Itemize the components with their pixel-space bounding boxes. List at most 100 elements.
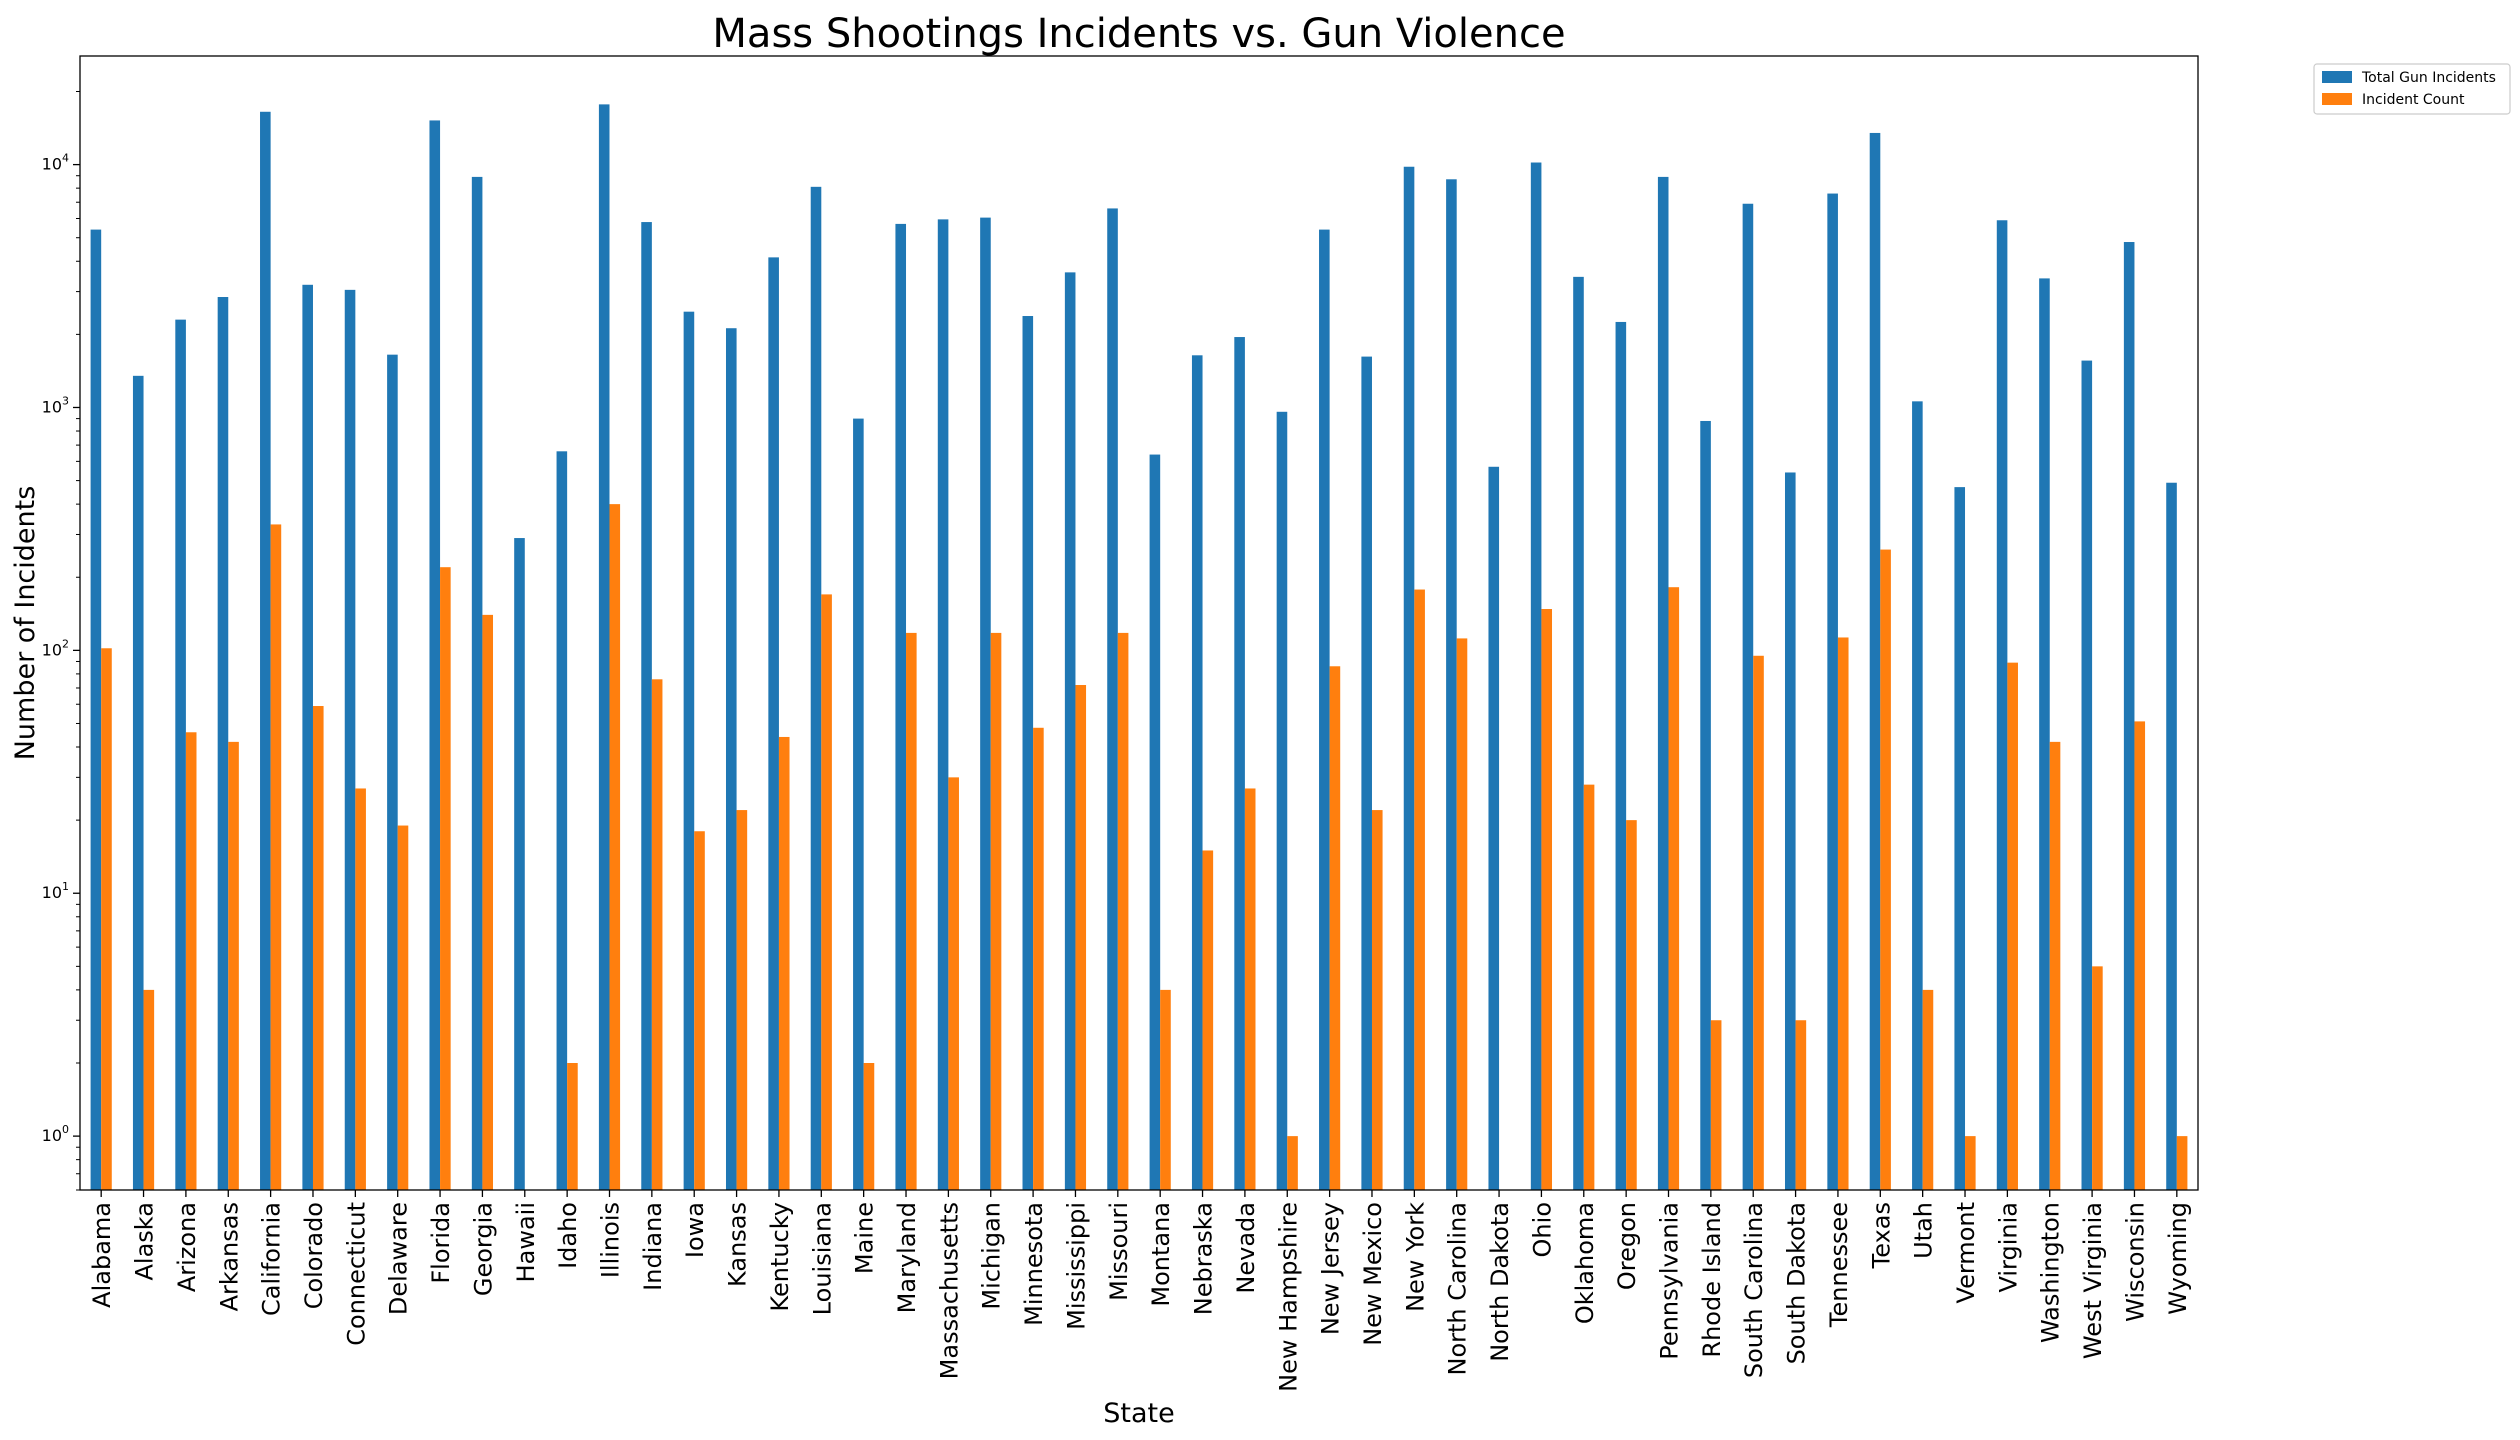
bar-incident-count-georgia	[482, 614, 494, 1190]
bar-incident-count-idaho	[567, 1063, 578, 1190]
x-tick-label-mississippi: Mississippi	[1062, 1202, 1090, 1330]
bar-incident-count-oklahoma	[1583, 784, 1595, 1190]
bar-incident-count-nebraska	[1202, 850, 1214, 1190]
bar-total-gun-incidents-ohio	[1530, 162, 1542, 1190]
x-tick-label-alaska: Alaska	[131, 1202, 159, 1280]
bar-incident-count-colorado	[312, 706, 324, 1190]
x-axis: Alabama Alaska Arizona Arkansas California Co…	[88, 1190, 2192, 1392]
bar-incident-count-delaware	[397, 825, 409, 1190]
legend-label-total-gun-incidents: Total Gun Incidents	[2361, 70, 2496, 86]
bar-total-gun-incidents-south-dakota	[1784, 472, 1796, 1191]
x-tick-label-new-mexico: New Mexico	[1359, 1202, 1387, 1346]
bar-incident-count-minnesota	[1033, 727, 1044, 1190]
bar-incident-count-new-hampshire	[1287, 1136, 1298, 1190]
bar-total-gun-incidents-virginia	[1996, 220, 2008, 1190]
bar-total-gun-incidents-mississippi	[1064, 272, 1076, 1190]
bars-incident-count	[101, 504, 2188, 1190]
bar-total-gun-incidents-new-hampshire	[1276, 411, 1288, 1190]
bar-incident-count-connecticut	[355, 788, 366, 1190]
x-tick-label-north-dakota: North Dakota	[1486, 1202, 1514, 1362]
bar-total-gun-incidents-maine	[853, 418, 864, 1191]
bar-incident-count-tennessee	[1837, 637, 1849, 1190]
x-tick-label-florida: Florida	[427, 1202, 455, 1284]
bar-incident-count-arkansas	[228, 741, 239, 1190]
bar-incident-count-kansas	[736, 810, 748, 1190]
bar-total-gun-incidents-wisconsin	[2123, 242, 2135, 1190]
x-tick-label-kansas: Kansas	[724, 1202, 752, 1287]
bar-total-gun-incidents-idaho	[556, 451, 568, 1190]
bar-incident-count-nevada	[1244, 788, 1256, 1190]
bar-total-gun-incidents-georgia	[471, 176, 483, 1190]
bar-total-gun-incidents-north-dakota	[1488, 466, 1500, 1190]
x-tick-label-vermont: Vermont	[1952, 1202, 1980, 1303]
x-tick-label-colorado: Colorado	[300, 1202, 328, 1309]
bar-incident-count-maine	[863, 1063, 875, 1190]
bar-total-gun-incidents-alaska	[132, 375, 144, 1191]
x-tick-label-georgia: Georgia	[469, 1202, 497, 1296]
bar-incident-count-west-virginia	[2092, 966, 2103, 1190]
legend-swatch-incident-count	[2322, 93, 2352, 105]
bar-total-gun-incidents-vermont	[1954, 487, 1966, 1190]
bar-total-gun-incidents-pennsylvania	[1657, 176, 1669, 1190]
bar-incident-count-alaska	[143, 989, 155, 1190]
bar-total-gun-incidents-kentucky	[768, 257, 779, 1190]
bar-incident-count-ohio	[1541, 609, 1553, 1190]
bar-incident-count-virginia	[2007, 662, 2018, 1190]
bar-total-gun-incidents-arizona	[175, 319, 186, 1190]
bar-total-gun-incidents-new-jersey	[1319, 229, 1330, 1191]
x-tick-label-maryland: Maryland	[893, 1202, 921, 1313]
bar-incident-count-maryland	[906, 632, 917, 1190]
x-tick-label-virginia: Virginia	[1994, 1202, 2022, 1293]
legend-label-incident-count: Incident Count	[2362, 92, 2465, 108]
x-tick-label-maine: Maine	[851, 1202, 879, 1274]
bar-incident-count-new-mexico	[1371, 810, 1383, 1190]
x-tick-label-wisconsin: Wisconsin	[2121, 1202, 2149, 1322]
bar-incident-count-louisiana	[821, 594, 832, 1190]
bar-total-gun-incidents-west-virginia	[2081, 360, 2093, 1191]
bar-incident-count-indiana	[651, 679, 663, 1190]
bar-total-gun-incidents-kansas	[725, 328, 737, 1191]
y-tick-label: 103	[42, 394, 69, 416]
bar-total-gun-incidents-rhode-island	[1700, 420, 1711, 1191]
legend-swatch-total-gun-incidents	[2322, 71, 2352, 83]
bar-total-gun-incidents-indiana	[641, 222, 652, 1190]
x-tick-label-montana: Montana	[1147, 1202, 1175, 1307]
legend-frame	[2313, 63, 2511, 115]
bar-total-gun-incidents-utah	[1912, 401, 1923, 1191]
bar-incident-count-california	[270, 524, 282, 1190]
bar-total-gun-incidents-michigan	[980, 217, 991, 1191]
chart-title: Mass Shootings Incidents vs. Gun Violenc…	[712, 11, 1565, 57]
bar-total-gun-incidents-delaware	[387, 354, 398, 1190]
bar-total-gun-incidents-oregon	[1615, 321, 1627, 1190]
x-tick-label-south-carolina: South Carolina	[1740, 1202, 1768, 1378]
x-tick-label-michigan: Michigan	[978, 1202, 1006, 1310]
x-tick-label-kentucky: Kentucky	[766, 1202, 794, 1312]
x-tick-label-idaho: Idaho	[554, 1202, 582, 1269]
bar-total-gun-incidents-nevada	[1234, 337, 1245, 1190]
x-tick-label-new-jersey: New Jersey	[1317, 1202, 1345, 1335]
x-tick-label-illinois: Illinois	[597, 1202, 625, 1278]
bar-total-gun-incidents-arkansas	[217, 297, 229, 1190]
x-tick-label-alabama: Alabama	[88, 1202, 116, 1308]
bar-incident-count-oregon	[1626, 820, 1637, 1190]
x-tick-label-minnesota: Minnesota	[1020, 1202, 1048, 1326]
bar-total-gun-incidents-texas	[1869, 132, 1881, 1191]
bar-incident-count-new-york	[1414, 589, 1425, 1190]
bar-incident-count-kentucky	[778, 736, 790, 1190]
bar-total-gun-incidents-florida	[429, 120, 441, 1191]
bar-total-gun-incidents-minnesota	[1022, 316, 1034, 1190]
bar-incident-count-iowa	[694, 831, 705, 1190]
bar-total-gun-incidents-connecticut	[344, 289, 356, 1190]
x-tick-label-wyoming: Wyoming	[2164, 1202, 2192, 1315]
plot-frame	[79, 55, 2199, 1191]
bar-total-gun-incidents-iowa	[683, 311, 695, 1190]
x-tick-label-west-virginia: West Virginia	[2079, 1202, 2107, 1359]
bar-incident-count-texas	[1880, 549, 1891, 1190]
x-tick-label-washington: Washington	[2037, 1202, 2065, 1343]
bar-total-gun-incidents-new-mexico	[1361, 356, 1372, 1191]
bar-total-gun-incidents-montana	[1149, 454, 1161, 1190]
y-tick-label: 102	[42, 637, 69, 659]
bar-incident-count-rhode-island	[1710, 1020, 1722, 1190]
bar-total-gun-incidents-maryland	[895, 223, 907, 1190]
